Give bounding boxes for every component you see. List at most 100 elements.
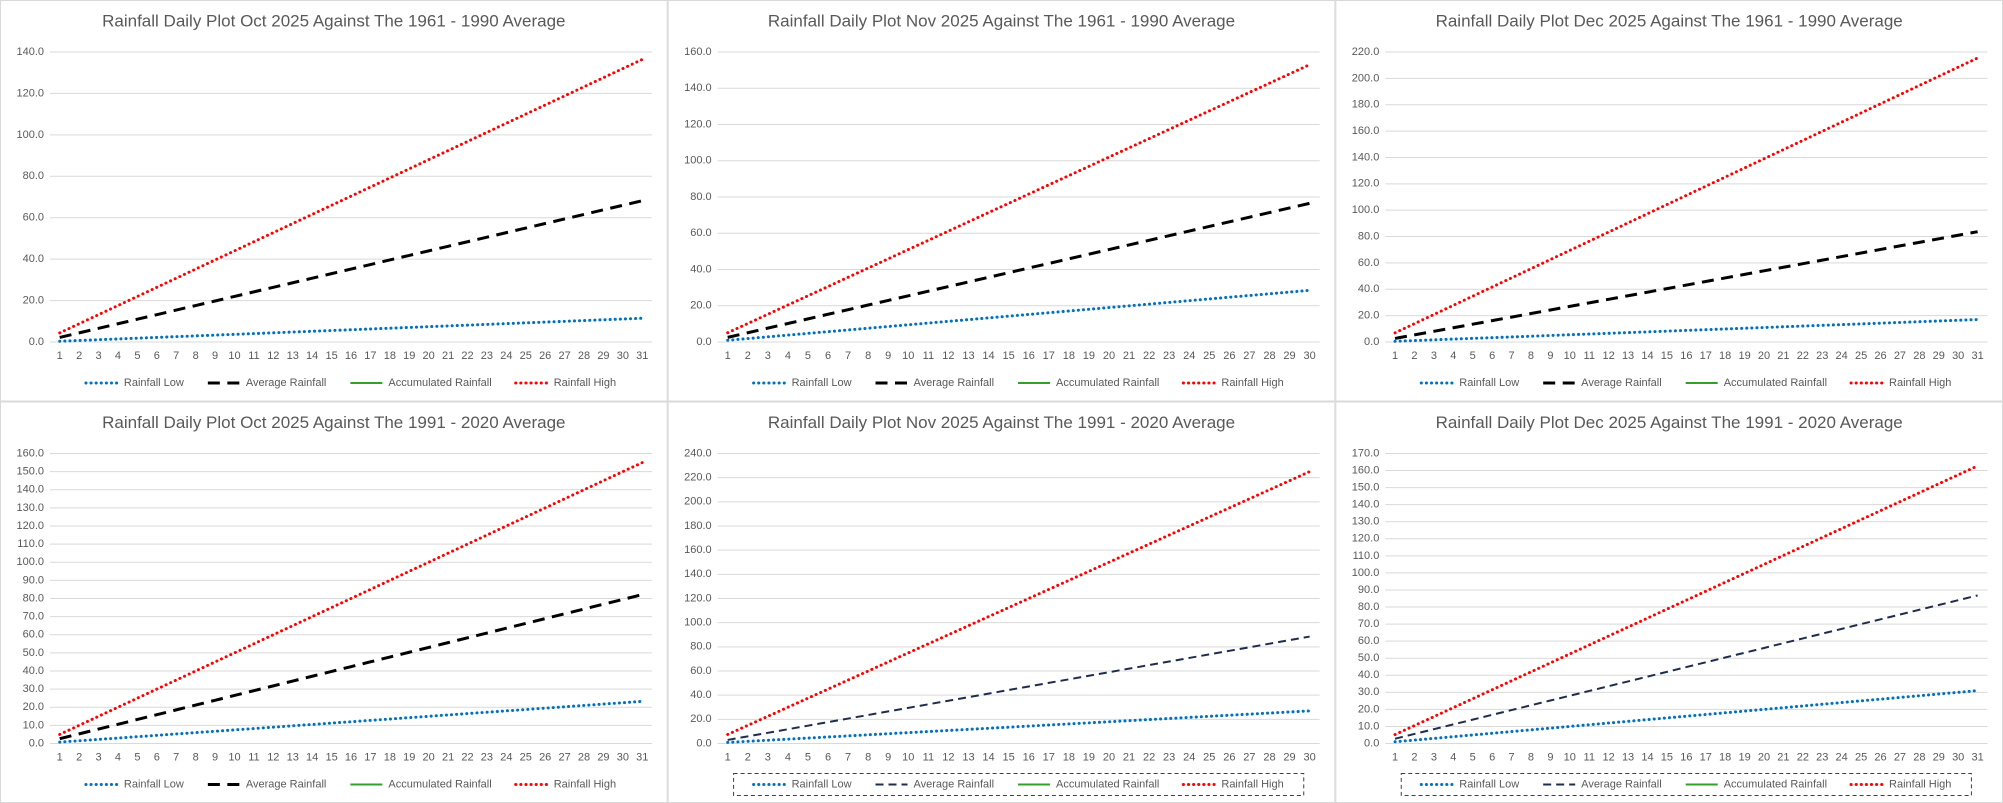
series-line <box>58 57 644 335</box>
x-tick-label: 21 <box>1777 751 1789 763</box>
y-tick-label: 130.0 <box>16 502 44 514</box>
x-tick-label: 9 <box>212 350 218 362</box>
legend-label: Average Rainfall <box>246 377 327 389</box>
x-tick-label: 23 <box>1163 350 1175 362</box>
x-tick-label: 27 <box>1243 751 1255 763</box>
x-tick-label: 4 <box>785 751 791 763</box>
legend-label: Rainfall High <box>1889 377 1951 389</box>
x-tick-label: 18 <box>1063 751 1075 763</box>
x-tick-label: 23 <box>481 350 493 362</box>
x-tick-label: 2 <box>745 350 751 362</box>
x-tick-label: 5 <box>805 350 811 362</box>
x-tick-label: 31 <box>636 751 648 763</box>
y-tick-label: 20.0 <box>690 300 711 312</box>
y-tick-label: 130.0 <box>1352 516 1380 528</box>
x-tick-label: 30 <box>1952 751 1964 763</box>
y-tick-label: 40.0 <box>690 263 711 275</box>
x-tick-label: 30 <box>617 350 629 362</box>
legend-label: Accumulated Rainfall <box>1724 377 1827 389</box>
y-tick-label: 200.0 <box>684 496 712 508</box>
legend-label: Average Rainfall <box>1581 778 1662 790</box>
x-tick-label: 19 <box>403 751 415 763</box>
x-tick-label: 8 <box>1528 350 1534 362</box>
y-tick-label: 220.0 <box>1352 46 1380 58</box>
x-tick-label: 27 <box>558 350 570 362</box>
x-tick-label: 19 <box>1083 751 1095 763</box>
x-tick-label: 26 <box>1874 350 1886 362</box>
y-tick-label: 60.0 <box>23 212 44 224</box>
x-tick-label: 26 <box>1223 751 1235 763</box>
legend-label: Accumulated Rainfall <box>388 377 491 389</box>
x-tick-label: 28 <box>1913 751 1925 763</box>
y-tick-label: 30.0 <box>1358 686 1379 698</box>
x-tick-label: 30 <box>1952 350 1964 362</box>
x-tick-label: 14 <box>982 751 994 763</box>
x-tick-label: 28 <box>578 751 590 763</box>
x-tick-label: 21 <box>1123 751 1135 763</box>
panel-border <box>0 0 668 402</box>
series-line <box>727 201 1310 339</box>
x-tick-label: 29 <box>1933 751 1945 763</box>
x-tick-label: 26 <box>1223 350 1235 362</box>
x-tick-label: 18 <box>1063 350 1075 362</box>
x-tick-label: 11 <box>923 751 934 763</box>
x-tick-label: 4 <box>1450 751 1456 763</box>
y-tick-label: 120.0 <box>16 87 44 99</box>
x-tick-label: 20 <box>1758 751 1770 763</box>
x-tick-label: 20 <box>423 751 435 763</box>
x-tick-label: 1 <box>1392 751 1398 763</box>
panel-border <box>0 401 668 803</box>
x-tick-label: 8 <box>865 350 871 362</box>
x-tick-label: 23 <box>1816 751 1828 763</box>
x-tick-label: 15 <box>1003 350 1015 362</box>
y-tick-label: 40.0 <box>1358 283 1379 295</box>
x-tick-label: 31 <box>1971 751 1983 763</box>
x-tick-label: 2 <box>745 751 751 763</box>
y-tick-label: 60.0 <box>690 227 711 239</box>
y-tick-label: 60.0 <box>690 665 711 677</box>
x-tick-label: 30 <box>617 751 629 763</box>
x-tick-label: 21 <box>1777 350 1789 362</box>
x-tick-label: 29 <box>1283 350 1295 362</box>
x-tick-label: 28 <box>1263 751 1275 763</box>
y-tick-label: 50.0 <box>1358 652 1379 664</box>
legend-label: Rainfall Low <box>792 377 852 389</box>
x-tick-label: 5 <box>805 751 811 763</box>
x-tick-label: 20 <box>1103 751 1115 763</box>
y-tick-label: 160.0 <box>684 544 712 556</box>
x-tick-label: 16 <box>1023 350 1035 362</box>
x-tick-label: 2 <box>1411 350 1417 362</box>
y-tick-label: 100.0 <box>684 617 712 629</box>
y-tick-label: 220.0 <box>684 472 712 484</box>
legend-label: Rainfall Low <box>1459 377 1519 389</box>
y-tick-label: 0.0 <box>29 737 44 749</box>
x-tick-label: 23 <box>481 751 493 763</box>
x-tick-label: 16 <box>1680 350 1692 362</box>
x-tick-label: 12 <box>267 350 279 362</box>
y-tick-label: 140.0 <box>684 568 712 580</box>
y-tick-label: 40.0 <box>23 253 44 265</box>
y-tick-label: 160.0 <box>16 447 44 459</box>
x-tick-label: 1 <box>1392 350 1398 362</box>
chart-panel: Rainfall Daily Plot Oct 2025 Against The… <box>0 0 668 402</box>
x-tick-label: 13 <box>962 350 974 362</box>
x-tick-label: 28 <box>1263 350 1275 362</box>
x-tick-label: 5 <box>134 350 140 362</box>
series-line <box>58 699 644 744</box>
x-tick-label: 26 <box>539 751 551 763</box>
x-tick-label: 13 <box>1622 751 1634 763</box>
x-tick-label: 28 <box>578 350 590 362</box>
x-tick-label: 24 <box>500 350 512 362</box>
y-tick-label: 30.0 <box>23 683 44 695</box>
x-tick-label: 11 <box>248 751 259 763</box>
x-tick-label: 10 <box>228 350 240 362</box>
y-tick-label: 0.0 <box>1364 737 1379 749</box>
y-tick-label: 120.0 <box>1352 178 1380 190</box>
y-tick-label: 120.0 <box>684 118 712 130</box>
y-tick-label: 60.0 <box>1358 257 1379 269</box>
x-tick-label: 12 <box>1603 350 1615 362</box>
legend-frame <box>1400 773 1972 796</box>
y-tick-label: 140.0 <box>1352 499 1380 511</box>
x-tick-label: 25 <box>1203 751 1215 763</box>
x-tick-label: 21 <box>1123 350 1135 362</box>
